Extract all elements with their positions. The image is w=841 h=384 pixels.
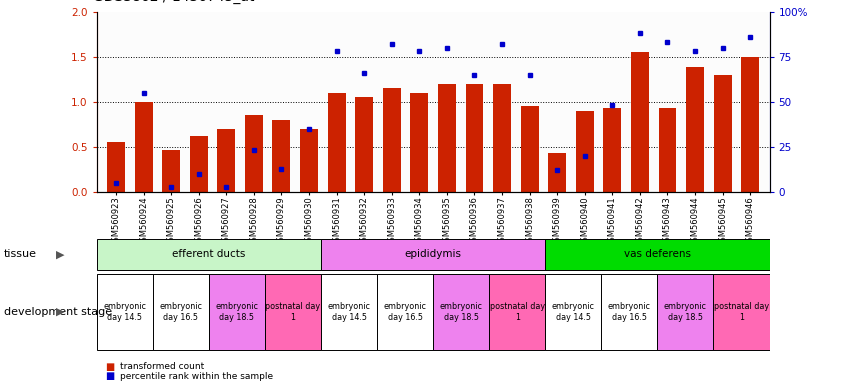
Bar — [686, 68, 704, 192]
Bar — [245, 115, 263, 192]
Text: embryonic
day 14.5: embryonic day 14.5 — [552, 302, 595, 322]
Bar — [659, 108, 676, 192]
Bar — [272, 120, 290, 192]
Text: ▶: ▶ — [56, 249, 65, 260]
Bar — [355, 97, 373, 192]
Bar — [328, 93, 346, 192]
Bar — [135, 102, 152, 192]
Text: epididymis: epididymis — [405, 249, 462, 260]
Bar — [521, 106, 538, 192]
Bar — [601, 274, 658, 350]
Text: postnatal day
1: postnatal day 1 — [489, 302, 545, 322]
Text: embryonic
day 18.5: embryonic day 18.5 — [440, 302, 483, 322]
Text: embryonic
day 14.5: embryonic day 14.5 — [327, 302, 371, 322]
Text: vas deferens: vas deferens — [624, 249, 691, 260]
Text: embryonic
day 18.5: embryonic day 18.5 — [664, 302, 707, 322]
Text: percentile rank within the sample: percentile rank within the sample — [120, 372, 273, 381]
Bar — [209, 274, 265, 350]
Bar — [265, 274, 321, 350]
Bar — [438, 84, 456, 192]
Bar — [466, 84, 484, 192]
Text: transformed count: transformed count — [120, 362, 204, 371]
Text: development stage: development stage — [4, 307, 113, 317]
Bar — [433, 274, 489, 350]
Text: embryonic
day 16.5: embryonic day 16.5 — [159, 302, 203, 322]
Text: embryonic
day 18.5: embryonic day 18.5 — [215, 302, 258, 322]
Bar — [383, 88, 400, 192]
Bar — [107, 142, 125, 192]
Text: ■: ■ — [105, 371, 114, 381]
Bar — [377, 274, 433, 350]
Text: GDS3862 / 1436745_at: GDS3862 / 1436745_at — [93, 0, 255, 4]
Bar — [97, 274, 153, 350]
Text: ■: ■ — [105, 362, 114, 372]
Bar — [162, 150, 180, 192]
Bar — [714, 74, 732, 192]
Bar — [493, 84, 511, 192]
Bar — [545, 239, 770, 270]
Bar — [190, 136, 208, 192]
Bar — [741, 56, 759, 192]
Bar — [631, 52, 649, 192]
Bar — [713, 274, 770, 350]
Bar — [300, 129, 318, 192]
Bar — [321, 239, 545, 270]
Text: efferent ducts: efferent ducts — [172, 249, 246, 260]
Bar — [658, 274, 713, 350]
Bar — [410, 93, 428, 192]
Text: embryonic
day 16.5: embryonic day 16.5 — [383, 302, 426, 322]
Bar — [97, 239, 321, 270]
Bar — [603, 108, 621, 192]
Bar — [545, 274, 601, 350]
Text: tissue: tissue — [4, 249, 37, 260]
Text: postnatal day
1: postnatal day 1 — [714, 302, 769, 322]
Bar — [321, 274, 377, 350]
Text: ▶: ▶ — [56, 307, 65, 317]
Bar — [489, 274, 545, 350]
Text: embryonic
day 14.5: embryonic day 14.5 — [103, 302, 146, 322]
Bar — [217, 129, 235, 192]
Text: embryonic
day 16.5: embryonic day 16.5 — [608, 302, 651, 322]
Bar — [576, 111, 594, 192]
Bar — [548, 153, 566, 192]
Text: postnatal day
1: postnatal day 1 — [266, 302, 320, 322]
Bar — [153, 274, 209, 350]
